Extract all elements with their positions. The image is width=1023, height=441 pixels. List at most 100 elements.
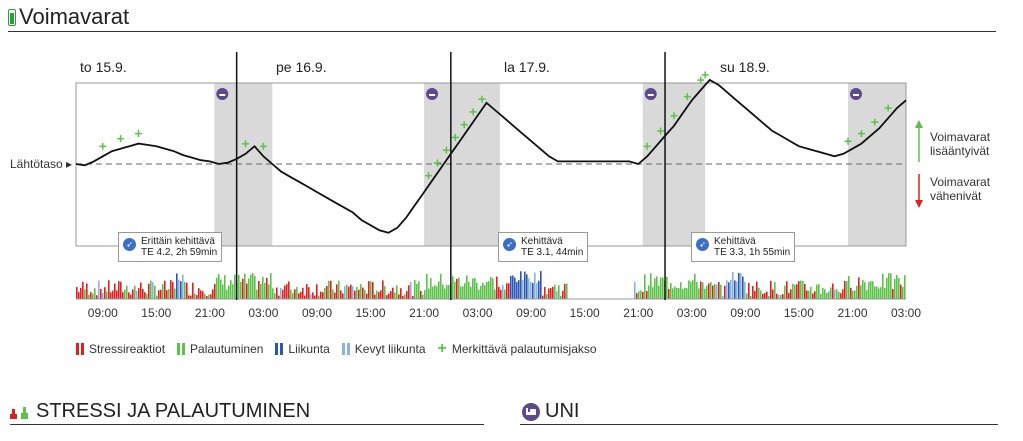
activity-bar [554,284,556,299]
activity-bar [82,281,84,299]
x-tick-label: 21:00 [409,306,440,320]
activity-bar [868,282,870,299]
activity-bar [844,280,846,299]
activity-bar [638,291,640,299]
activity-bar [898,277,900,299]
activity-bar [216,277,218,299]
activity-bar [848,276,850,299]
activity-bar [312,292,314,299]
activity-bar [246,283,248,299]
activity-bar [708,283,710,299]
activity-bar [520,271,522,299]
activity-bar [436,286,438,299]
activity-bar [468,282,470,299]
activity-bar [206,295,208,299]
significant-recovery-marker [460,121,468,129]
activity-bar [402,295,404,299]
activity-bar [730,279,732,299]
activity-bar [434,285,436,299]
activity-bar [288,281,290,299]
activity-bar [158,290,160,299]
activity-bar [452,276,454,299]
activity-bar [674,286,676,299]
activity-bar [276,287,278,299]
activity-bar [838,291,840,299]
activity-bar [484,285,486,299]
activity-bar [532,282,534,299]
activity-bar [100,288,102,299]
activity-bar [690,281,692,299]
activity-bar [654,278,656,299]
activity-bar [870,281,872,299]
significant-recovery-marker [657,127,665,135]
activity-bar [676,288,678,299]
section-sleep: UNI [522,400,579,423]
activity-bar [712,285,714,299]
activity-bar [778,294,780,299]
significant-recovery-marker [683,93,691,101]
plus-icon: + [437,340,447,357]
activity-bar [120,281,122,299]
activity-bar [422,294,424,299]
activity-bar [704,288,706,299]
activity-bar [854,290,856,299]
activity-bar [766,291,768,299]
exercise-callout[interactable]: ➶ Kehittävä TE 3.3, 1h 55min [691,232,796,262]
exercise-callout[interactable]: ➶ Erittäin kehittävä TE 4.2, 2h 59min [118,232,223,262]
significant-recovery-marker [670,112,678,120]
activity-bar [748,282,750,299]
activity-bar [670,283,672,299]
activity-bar [208,294,210,299]
activity-bar [656,276,658,299]
exercise-callout[interactable]: ➶ Kehittävä TE 3.1, 44min [498,232,589,262]
activity-bar [458,277,460,299]
activity-bar [888,273,890,299]
significant-recovery-marker [259,142,267,150]
activity-bar [162,284,164,299]
activity-bar [866,290,868,299]
activity-bar [884,287,886,299]
activity-bar [776,293,778,299]
activity-bar [86,283,88,299]
legend-item: Palautuminen [177,342,263,356]
activity-bar [702,282,704,299]
activity-bar [156,295,158,299]
activity-bar [188,295,190,299]
day-label: su 18.9. [720,59,770,75]
sleep-icon [522,402,540,421]
activity-bar [650,273,652,299]
activity-bar [400,288,402,299]
stress-bar-icon [76,343,84,355]
activity-bar [490,276,492,299]
activity-bar [706,285,708,299]
activity-bar [694,273,696,299]
activity-bar [852,290,854,299]
activity-bar [872,281,874,299]
activity-bar [882,273,884,299]
activity-bar [332,289,334,299]
activity-bar [118,281,120,299]
activity-bar [696,281,698,299]
activity-bar [438,281,440,299]
activity-bar [386,295,388,299]
activity-bar [256,289,258,299]
activity-bar [562,290,564,299]
activity-bar [798,281,800,299]
activity-bar [310,294,312,299]
activity-bar [420,291,422,299]
activity-bar [782,294,784,299]
activity-bar [738,272,740,299]
activity-bar [378,292,380,299]
activity-bar [544,286,546,299]
activity-bar [542,295,544,299]
activity-bar [390,291,392,299]
legend-item: Kevyt liikunta [341,342,426,356]
activity-bar [566,283,568,299]
activity-bar [384,286,386,299]
activity-bar [472,278,474,299]
activity-bar [830,287,832,299]
significant-recovery-marker [433,159,441,167]
activity-bar [116,290,118,299]
activity-bar [714,283,716,299]
sleep-marker-bed [219,94,226,96]
